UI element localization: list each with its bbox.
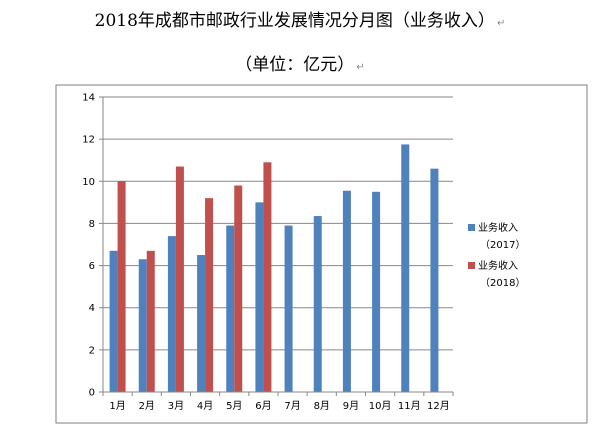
- bar-series1: [109, 250, 118, 392]
- legend-swatch: [468, 262, 475, 269]
- page-title: 2018年成都市邮政行业发展情况分月图（业务收入） ↵: [0, 6, 600, 31]
- x-tick-label: 9月: [343, 400, 359, 412]
- x-tick-label: 1月: [109, 400, 125, 412]
- paragraph-mark-icon: ↵: [356, 62, 365, 73]
- x-tick-label: 5月: [226, 400, 242, 412]
- x-tick-label: 10月: [369, 400, 392, 412]
- bar-series2: [263, 162, 272, 392]
- y-tick-label: 8: [89, 219, 95, 230]
- bar-series1: [138, 259, 147, 392]
- y-tick-label: 4: [89, 303, 95, 314]
- legend-label-year: （2018）: [480, 277, 525, 289]
- x-tick-label: 12月: [427, 400, 450, 412]
- title-line1: 2018年成都市邮政行业发展情况分月图（业务收入）: [94, 11, 495, 31]
- bar-series2: [117, 181, 126, 392]
- bar-series1: [197, 255, 206, 392]
- x-tick-label: 7月: [284, 400, 300, 412]
- chart-border: [55, 84, 588, 424]
- bar-series1: [167, 236, 176, 392]
- bar-series2: [205, 198, 214, 392]
- bar-series1: [342, 190, 351, 392]
- y-axis: 0 2 4 6 8 10 12 14: [82, 93, 104, 399]
- page-subtitle: （单位：亿元） ↵: [0, 50, 600, 75]
- legend-label: 业务收入: [478, 221, 518, 234]
- bar-series1: [255, 202, 264, 392]
- bar-series1: [372, 191, 381, 392]
- x-tick-label: 8月: [314, 400, 330, 412]
- bar-series2: [175, 166, 184, 392]
- bar-series1: [284, 225, 293, 392]
- bar-series1: [430, 168, 439, 392]
- y-tick-label: 0: [89, 388, 95, 399]
- y-tick-label: 12: [82, 135, 95, 146]
- bar-series2: [234, 185, 243, 392]
- bars-group: [109, 144, 439, 392]
- bar-series1: [226, 225, 235, 392]
- bar-series1: [401, 144, 410, 392]
- y-tick-label: 2: [89, 345, 95, 356]
- legend-swatch: [468, 224, 475, 231]
- bar-series1: [313, 216, 322, 392]
- legend-label: 业务收入: [478, 259, 518, 272]
- x-tick-label: 4月: [197, 400, 213, 412]
- x-axis: 1月 2月 3月 4月 5月 6月 7月 8月 9月 10月 11月 12月: [102, 391, 454, 412]
- title-line2: （单位：亿元）: [235, 55, 355, 75]
- x-tick-label: 2月: [139, 400, 155, 412]
- x-tick-label: 11月: [398, 400, 421, 412]
- x-tick-label: 3月: [168, 400, 184, 412]
- legend-label-year: （2017）: [480, 239, 525, 251]
- gridlines: [103, 96, 453, 351]
- y-tick-label: 14: [82, 93, 95, 104]
- bar-series2: [146, 250, 155, 392]
- legend: 业务收入 （2017） 业务收入 （2018）: [468, 221, 525, 289]
- x-tick-label: 6月: [255, 400, 271, 412]
- paragraph-mark-icon: ↵: [496, 18, 506, 29]
- y-tick-label: 6: [89, 261, 95, 272]
- y-tick-label: 10: [82, 177, 95, 188]
